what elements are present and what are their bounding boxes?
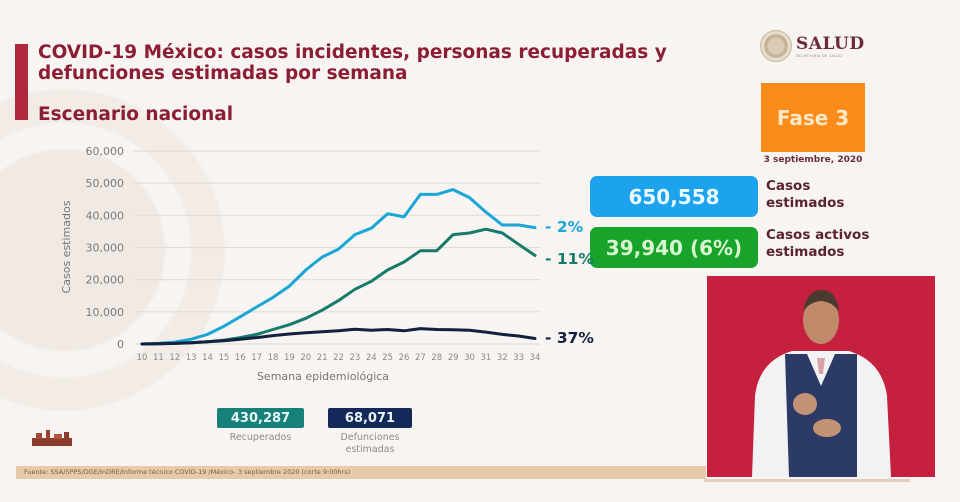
page-title: COVID-19 México: casos incidentes, perso… (38, 42, 667, 84)
recovered-label: Recuperados (229, 432, 292, 443)
deaths-label: Defunciones estimadas (318, 432, 422, 456)
logo-name: SALUD (796, 34, 865, 54)
x-tick-label: 13 (186, 353, 197, 363)
source-note: Fuente: SSA/SPPS/DGE/InDRE/Informe técni… (16, 466, 706, 479)
x-tick-label: 32 (497, 353, 508, 363)
report-date: 3 septiembre, 2020 (763, 155, 863, 165)
x-tick-label: 17 (251, 353, 262, 363)
x-tick-label: 11 (153, 353, 164, 363)
y-tick-label: 50,000 (86, 177, 125, 190)
background-decoration (0, 40, 320, 460)
x-tick-label: 27 (415, 353, 426, 363)
y-tick-label: 60,000 (86, 145, 125, 158)
series-line-1 (140, 227, 537, 346)
x-tick-label: 19 (284, 353, 295, 363)
x-tick-label: 23 (349, 353, 360, 363)
y-tick-label: 10,000 (86, 306, 125, 319)
x-tick-label: 26 (399, 353, 410, 363)
line-chart: 0 10,000 20,000 30,000 40,000 50,000 60,000 10… (60, 145, 541, 383)
chart-series (140, 188, 537, 346)
x-tick-label: 22 (333, 353, 344, 363)
x-tick-label: 10 (137, 353, 148, 363)
x-tick-label: 18 (268, 353, 279, 363)
series-end-label-deaths: - 37% (545, 328, 594, 347)
estimated-cases-box: 650,558 (590, 176, 758, 217)
recovered-kpi: 430,287 (217, 408, 304, 428)
video-underline (704, 479, 910, 482)
deaths-kpi: 68,071 (328, 408, 412, 428)
x-tick-label: 28 (431, 353, 442, 363)
sign-language-interpreter-video (707, 276, 935, 477)
y-tick-label: 30,000 (86, 242, 125, 255)
logo-subtext: SECRETARÍA DE SALUD (796, 54, 843, 58)
chart-grid (134, 150, 540, 345)
x-tick-label: 25 (382, 353, 393, 363)
x-tick-label: 33 (513, 353, 524, 363)
x-tick-label: 16 (235, 353, 246, 363)
y-tick-label: 20,000 (86, 274, 125, 287)
phase-badge: Fase 3 (761, 83, 865, 152)
x-tick-label: 15 (218, 353, 229, 363)
x-tick-label: 21 (317, 353, 328, 363)
x-axis-ticks: 10 11 12 13 14 15 16 17 18 19 20 21 22 23 24 25 26 27 28 29… (137, 353, 541, 363)
active-cases-label-line2: estimados (766, 244, 845, 260)
national-seal-icon (760, 30, 792, 62)
series-end-label-recovered: - 11% (545, 249, 594, 268)
x-tick-label: 29 (448, 353, 459, 363)
interpreter-figure (752, 290, 891, 477)
town-illustration-icon (32, 430, 72, 446)
deaths-label-line1: Defunciones (340, 432, 400, 443)
title-accent-bar (15, 44, 28, 120)
estimated-cases-label-line1: Casos (766, 178, 811, 194)
y-tick-label: 40,000 (86, 209, 125, 222)
active-cases-label: Casos activos estimados (766, 227, 916, 261)
x-tick-label: 31 (480, 353, 491, 363)
active-cases-box: 39,940 (6%) (590, 227, 758, 268)
y-axis-label: Casos estimados (60, 200, 73, 293)
y-axis-ticks: 0 10,000 20,000 30,000 40,000 50,000 60,000 (86, 145, 125, 351)
x-tick-label: 12 (169, 353, 180, 363)
x-tick-label: 34 (530, 353, 541, 363)
active-cases-label-line1: Casos activos (766, 227, 870, 243)
x-tick-label: 24 (366, 353, 377, 363)
series-end-label-cases: - 2% (545, 217, 584, 236)
estimated-cases-label: Casos estimados (766, 178, 916, 212)
salud-logo: SALUD SECRETARÍA DE SALUD (760, 30, 870, 62)
page-subtitle: Escenario nacional (38, 104, 234, 125)
x-tick-label: 20 (300, 353, 311, 363)
x-axis-label: Semana epidemiológica (257, 370, 389, 383)
y-tick-label: 0 (117, 338, 124, 351)
series-line-0 (140, 188, 537, 346)
deaths-label-line2: estimadas (345, 444, 395, 455)
estimated-cases-label-line2: estimados (766, 195, 845, 211)
x-tick-label: 30 (464, 353, 475, 363)
x-tick-label: 14 (202, 353, 213, 363)
series-line-2 (140, 327, 537, 346)
